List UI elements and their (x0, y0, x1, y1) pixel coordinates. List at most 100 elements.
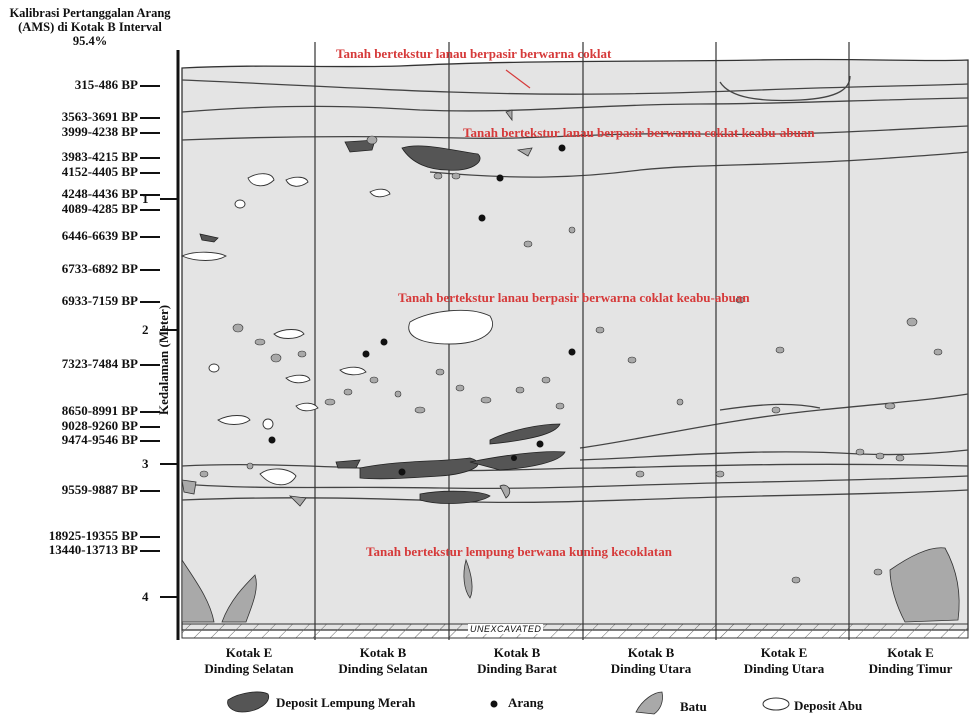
date-row: 9474-9546 BP (0, 432, 180, 448)
date-tick (140, 490, 160, 492)
clay-deposit (489, 423, 561, 445)
column-label-4: Kotak B Dinding Utara (610, 645, 692, 676)
column-label-1: Kotak E Dinding Selatan (204, 645, 294, 676)
date-tick (140, 426, 160, 428)
date-tick (140, 550, 160, 552)
stone (181, 558, 215, 623)
date-row: 6933-7159 BP (0, 293, 180, 309)
date-row: 4152-4405 BP (0, 164, 180, 180)
date-label: 8650-8991 BP (61, 403, 138, 418)
column-label-5: Kotak E Dinding Utara (743, 645, 825, 676)
legend-ash-symbol (762, 697, 790, 711)
legend-clay-label: Deposit Lempung Merah (276, 695, 416, 710)
date-label: 7323-7484 BP (61, 356, 138, 371)
date-label: 315-486 BP (74, 77, 138, 92)
depth-tick-3: 3 (142, 456, 149, 471)
clay-deposit (401, 145, 481, 171)
date-tick (140, 411, 160, 413)
date-row: 7323-7484 BP (0, 356, 180, 372)
date-tick (140, 194, 160, 196)
column-label-3: Kotak B Dinding Barat (477, 645, 557, 676)
column-label-2: Kotak B Dinding Selatan (338, 645, 428, 676)
date-tick (140, 85, 160, 87)
date-label: 13440-13713 BP (48, 542, 138, 557)
charcoal (558, 144, 566, 152)
unexcavated-band (181, 623, 969, 639)
date-row: 8650-8991 BP (0, 403, 180, 419)
date-tick (140, 301, 160, 303)
charcoal (478, 214, 486, 222)
date-row: 9028-9260 BP (0, 418, 180, 434)
date-tick (140, 172, 160, 174)
date-label: 6446-6639 BP (61, 228, 138, 243)
column-label-6: Kotak E Dinding Timur (868, 645, 953, 676)
ash-deposit (247, 173, 275, 187)
date-label: 6733-6892 BP (61, 261, 138, 276)
ash-deposit (369, 188, 391, 198)
ash-deposit (217, 415, 251, 425)
ash-deposit (295, 402, 319, 412)
stone (516, 147, 533, 157)
date-label: 4248-4436 BP (61, 186, 138, 201)
clay-deposit (344, 139, 376, 153)
date-row: 3999-4238 BP (0, 124, 180, 140)
layer-label-3: Tanah bertekstur lanau berpasir berwarna… (398, 290, 750, 305)
charcoal (496, 174, 504, 182)
date-label: 6933-7159 BP (61, 293, 138, 308)
date-row: 4089-4285 BP (0, 201, 180, 217)
legend-ash-label: Deposit Abu (794, 698, 863, 713)
ash-deposit (180, 251, 227, 261)
charcoal (398, 468, 406, 476)
date-tick (140, 132, 160, 134)
date-tick (140, 209, 160, 211)
date-tick (140, 440, 160, 442)
legend-stone-label: Batu (680, 699, 707, 714)
date-tick (140, 117, 160, 119)
charcoal (362, 350, 370, 358)
charcoal (536, 440, 544, 448)
date-tick (140, 536, 160, 538)
date-tick (140, 364, 160, 366)
date-label: 3563-3691 BP (61, 109, 138, 124)
date-label: 9559-9887 BP (61, 482, 138, 497)
date-label: 3983-4215 BP (61, 149, 138, 164)
date-label: 9474-9546 BP (61, 432, 138, 447)
ash-deposit (273, 329, 305, 339)
ash-deposit (408, 309, 493, 345)
unexcavated-label: UNEXCAVATED (468, 624, 544, 634)
depth-tick-2: 2 (142, 322, 149, 337)
legend-charcoal-label: Arang (508, 695, 544, 710)
depth-tick-4: 4 (142, 589, 149, 604)
date-row: 18925-19355 BP (0, 528, 180, 544)
layer-label-1: Tanah bertekstur lanau berpasir berwarna… (336, 46, 612, 61)
ash-deposit (285, 176, 309, 187)
date-row: 315-486 BP (0, 77, 180, 93)
charcoal (511, 455, 517, 461)
date-label: 4089-4285 BP (61, 201, 138, 216)
date-row: 4248-4436 BP (0, 186, 180, 202)
layer-label-2: Tanah bertekstur lanau berpasir berwarna… (463, 125, 815, 140)
calibration-title: Kalibrasi Pertanggalan Arang (AMS) di Ko… (9, 6, 171, 48)
ash-deposit (339, 366, 367, 376)
clay-deposit (419, 490, 491, 504)
date-label: 4152-4405 BP (61, 164, 138, 179)
date-label: 9028-9260 BP (61, 418, 138, 433)
date-label: 18925-19355 BP (48, 528, 138, 543)
stone (288, 495, 307, 507)
ash-deposit (259, 468, 297, 486)
stone (889, 547, 960, 623)
date-row: 13440-13713 BP (0, 542, 180, 558)
ash-deposit (285, 374, 311, 384)
legend-stone-symbol (635, 691, 663, 715)
charcoal (568, 348, 576, 356)
date-tick (140, 157, 160, 159)
clay-deposit (359, 457, 479, 480)
date-tick (140, 269, 160, 271)
charcoal (268, 436, 276, 444)
date-row: 3983-4215 BP (0, 149, 180, 165)
layer-label-4: Tanah bertekstur lempung berwana kuning … (366, 544, 672, 559)
clay-deposit (199, 233, 219, 243)
stone (181, 479, 197, 495)
legend-clay-symbol (227, 691, 270, 713)
